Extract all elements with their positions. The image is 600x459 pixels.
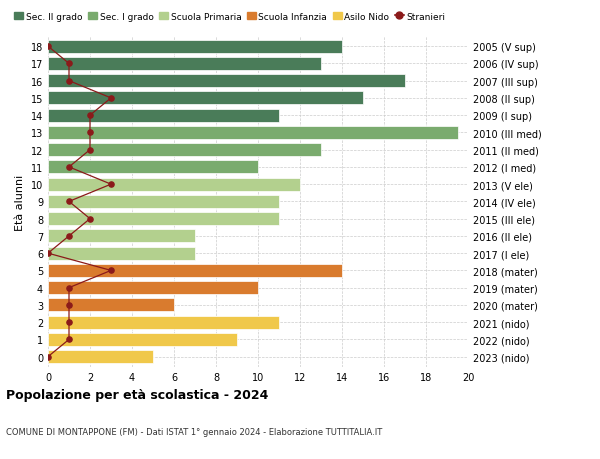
Point (43, 44, 53, 51)
Bar (48, 196, 279, 208)
Bar (48, 178, 300, 191)
Bar (48, 264, 342, 277)
Point (106, 95, 116, 102)
Bar (48, 281, 258, 295)
Bar (48, 230, 195, 243)
Text: COMUNE DI MONTAPPONE (FM) - Dati ISTAT 1° gennaio 2024 - Elaborazione TUTTITALIA: COMUNE DI MONTAPPONE (FM) - Dati ISTAT 1… (6, 427, 382, 436)
Bar (48, 109, 279, 123)
Point (64, 164, 74, 171)
Point (64, 61, 74, 68)
Bar (48, 161, 258, 174)
Bar (48, 333, 237, 346)
Bar (48, 299, 174, 312)
Point (64, 78, 74, 85)
Point (85, 112, 95, 120)
Point (64, 233, 74, 240)
Bar (48, 75, 405, 88)
Y-axis label: Età alunni: Età alunni (15, 174, 25, 230)
Legend: Sec. II grado, Sec. I grado, Scuola Primaria, Scuola Infanzia, Asilo Nido, Stran: Sec. II grado, Sec. I grado, Scuola Prim… (11, 9, 449, 25)
Point (106, 181, 116, 188)
Point (64, 336, 74, 343)
Bar (48, 127, 458, 140)
Bar (48, 40, 342, 54)
Text: Popolazione per età scolastica - 2024: Popolazione per età scolastica - 2024 (6, 388, 268, 401)
Point (85, 215, 95, 223)
Point (43, 353, 53, 361)
Point (64, 302, 74, 309)
Bar (48, 58, 321, 71)
Bar (48, 144, 321, 157)
Bar (48, 247, 195, 260)
Bar (48, 350, 153, 364)
Bar (48, 92, 363, 105)
Bar (48, 213, 279, 226)
Point (64, 319, 74, 326)
Point (64, 198, 74, 206)
Point (106, 267, 116, 274)
Point (64, 284, 74, 292)
Point (43, 250, 53, 257)
Bar (48, 316, 279, 329)
Point (85, 129, 95, 137)
Point (85, 147, 95, 154)
